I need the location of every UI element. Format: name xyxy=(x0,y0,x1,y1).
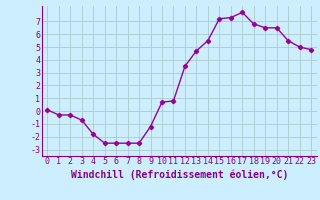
X-axis label: Windchill (Refroidissement éolien,°C): Windchill (Refroidissement éolien,°C) xyxy=(70,169,288,180)
